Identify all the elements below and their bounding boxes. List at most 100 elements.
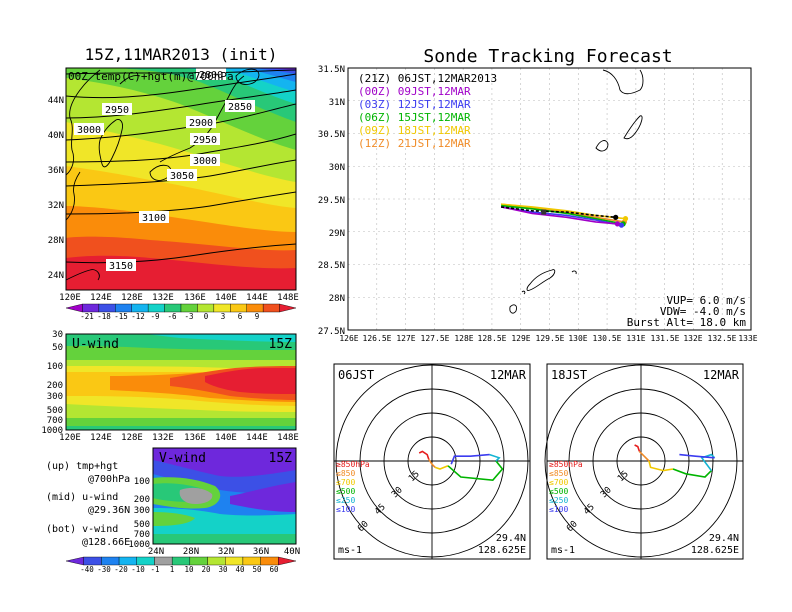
v-wind-lat-ticks: 24N 28N 32N 36N 40N [148, 547, 300, 557]
lon-tick-label: 127.5E [421, 334, 450, 343]
hodograph-trace [634, 444, 641, 452]
colorbar-tick: -21 [80, 312, 94, 321]
colorbar-swatch [242, 556, 261, 566]
hodograph-trace [700, 453, 716, 472]
lat-tick-label: 28N [48, 236, 64, 246]
lat-tick-label: 31.5N [318, 65, 345, 75]
colorbar-swatch [131, 303, 149, 313]
colorbar-tick: -1 [150, 565, 159, 574]
lon-tick-label: 144E [246, 433, 268, 443]
track-end-marker [614, 221, 621, 227]
colorbar-tick: -12 [131, 312, 145, 321]
track-legend-item: (09Z) 18JST,12MAR [358, 124, 471, 137]
colorbar-tick: -40 [80, 565, 94, 574]
u-wind-lon-ticks: 120E 124E 128E 132E 136E 140E 144E 148E [59, 433, 299, 443]
colorbar-tick: 6 [238, 312, 243, 321]
p-tick-label: 200 [134, 495, 150, 505]
colorbar-swatch [65, 303, 83, 313]
hodo-date: 12MAR [703, 368, 740, 382]
note-line: (up) tmp+hgt [46, 461, 118, 472]
colorbar-tick: -10 [131, 565, 145, 574]
track-legend-item: (00Z) 09JST,12MAR [358, 85, 471, 98]
p-tick-label: 500 [134, 520, 150, 530]
lat-tick-label: 36N [48, 166, 64, 176]
p-tick-label: 30 [52, 330, 63, 340]
colorbar-tick: -18 [97, 312, 111, 321]
colorbar-swatch [197, 303, 215, 313]
track-legend-item: (03Z) 12JST,12MAR [358, 98, 471, 111]
colorbar-swatch [154, 556, 173, 566]
colorbar-tick: -6 [167, 312, 177, 321]
lat-tick-label: 31N [329, 98, 345, 108]
hodo-legend-item: ≥850hPa [336, 460, 370, 469]
hodo-time: 18JST [551, 368, 587, 382]
left-map-title: 15Z,11MAR2013 (init) [85, 45, 278, 64]
u-wind-frame [65, 333, 297, 431]
track-line [500, 206, 618, 225]
p-tick-label: 1000 [41, 426, 63, 436]
track-line [500, 206, 622, 226]
lat-tick-label: 40N [284, 547, 300, 557]
lat-tick-label: 29.5N [318, 196, 345, 206]
lat-tick-label: 30.5N [318, 130, 345, 140]
p-tick-label: 50 [52, 343, 63, 353]
contour-label: 3050 [170, 171, 194, 182]
track-grid [348, 68, 751, 330]
lat-tick-label: 40N [48, 131, 64, 141]
track-legend-item: (21Z) 06JST,12MAR2013 [358, 72, 497, 85]
hodo-legend-item: ≤850 [336, 469, 355, 478]
lon-tick-label: 132.5E [708, 334, 737, 343]
colorbar-swatch [189, 556, 208, 566]
lon-tick-label: 132E [683, 334, 702, 343]
p-tick-label: 500 [47, 406, 63, 416]
u-wind-p-ticks: 30 50 100 200 300 500 700 1000 [41, 330, 63, 436]
ring-label: 60 [356, 519, 371, 534]
lon-tick-label: 148E [277, 433, 299, 443]
param-burst: Burst Alt= 18.0 km [627, 316, 747, 329]
param-vup: VUP= 6.0 m/s [667, 294, 746, 307]
lon-tick-label: 126.5E [363, 334, 392, 343]
v-wind-label: V-wind [159, 451, 206, 466]
contour-label: 3000 [77, 125, 101, 136]
track-legend-item: (12Z) 21JST,12MAR [358, 137, 471, 150]
lon-tick-label: 126E [339, 334, 358, 343]
hodo-lon: 128.625E [478, 545, 526, 556]
hodograph-rings [334, 364, 530, 559]
lon-tick-label: 124E [90, 433, 112, 443]
colorbar-swatch [164, 303, 182, 313]
lon-tick-label: 120E [59, 293, 81, 303]
hodograph-trace [428, 458, 436, 468]
v-wind-p-ticks: 100 200 300 500 700 1000 [128, 477, 150, 550]
lon-tick-label: 140E [215, 293, 237, 303]
lat-tick-label: 27.5N [318, 327, 345, 337]
launch-marker [541, 209, 547, 215]
lon-tick-label: 144E [246, 293, 268, 303]
v-wind-time: 15Z [269, 451, 293, 466]
colorbar-swatch [82, 303, 100, 313]
hodo-unit: ms-1 [551, 545, 575, 556]
colorbar-swatch [83, 556, 102, 566]
track-params: VUP= 6.0 m/s VDW= -4.0 m/s Burst Alt= 18… [627, 294, 747, 329]
track-line [501, 204, 624, 225]
track-end-marker [618, 222, 625, 228]
hodograph-trace [489, 453, 501, 462]
colorbar-swatch [225, 556, 244, 566]
track-legend-item: (06Z) 15JST,12MAR [358, 111, 471, 124]
hodo-ring-labels: 15 30 45 60 [356, 469, 422, 534]
lon-tick-label: 128E [454, 334, 473, 343]
colorbar-swatch [171, 556, 191, 566]
colorbar-tick: 0 [204, 312, 209, 321]
lon-tick-label: 136E [184, 293, 206, 303]
contour-label: 3000 [193, 156, 217, 167]
hodo-legend-item: ≤500 [549, 487, 568, 496]
temperature-colorbar-ticks: -21 -18 -15 -12 -9 -6 -3 0 3 6 9 [80, 312, 259, 321]
hodo-legend: ≥850hPa ≤850 ≤700 ≤500 ≤250 ≤100 [549, 460, 583, 514]
hodograph-trace [434, 465, 449, 470]
ring-label: 60 [565, 519, 580, 534]
colorbar-swatch [262, 303, 280, 313]
lon-tick-label: 120E [59, 433, 81, 443]
map-lat-ticks: 44N 40N 36N 32N 28N 24N [48, 96, 64, 281]
hodograph-trace [447, 460, 504, 482]
wind-colorbar [65, 556, 297, 566]
